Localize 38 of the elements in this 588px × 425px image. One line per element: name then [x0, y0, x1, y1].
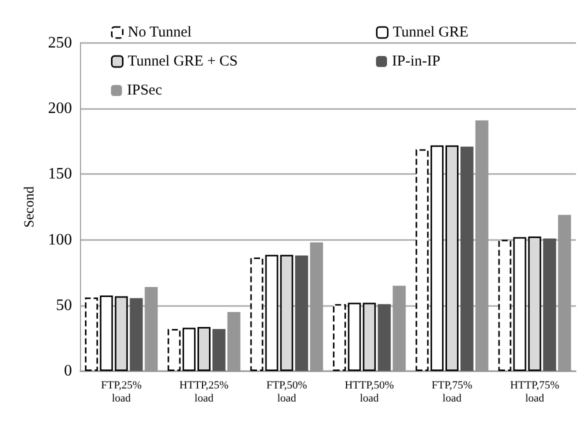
- bar: [543, 238, 556, 371]
- legend-label: Tunnel GRE: [392, 24, 468, 40]
- bar: [168, 329, 181, 371]
- x-tick-label: FTP,50% load: [266, 380, 307, 404]
- bar: [430, 145, 444, 371]
- y-tick-label: 250: [48, 34, 72, 52]
- bar: [130, 298, 143, 371]
- legend-label: No Tunnel: [128, 24, 192, 40]
- bar: [198, 327, 210, 371]
- x-tick-label: FTP,75% load: [432, 380, 472, 404]
- bar: [446, 145, 458, 371]
- bar: [348, 302, 361, 371]
- legend-label: Tunnel GRE + CS: [128, 54, 238, 70]
- bar: [378, 304, 391, 371]
- x-tick-label: FTP,25% load: [101, 380, 142, 404]
- bar: [460, 146, 474, 371]
- legend-label: IP-in-IP: [392, 54, 440, 70]
- bar: [362, 302, 376, 371]
- legend-label: IPSec: [127, 82, 162, 98]
- y-tick-label: 0: [64, 362, 72, 380]
- bar: [182, 328, 196, 371]
- bar: [416, 149, 429, 371]
- y-tick-label: 100: [48, 231, 72, 248]
- x-tick-label: HTTP,75% load: [510, 380, 560, 404]
- bar: [100, 296, 113, 371]
- bar: [280, 254, 294, 371]
- bar: [528, 236, 542, 371]
- bar: [84, 298, 98, 371]
- y-axis-title: Second: [22, 186, 38, 228]
- bar: [212, 329, 226, 371]
- bar: [295, 256, 308, 371]
- y-tick-label: 200: [48, 100, 72, 118]
- y-tick-label: 50: [56, 296, 72, 314]
- x-tick-label: HTTP,25% load: [179, 380, 229, 404]
- y-tick-label: 150: [48, 166, 72, 183]
- bar: [114, 296, 128, 371]
- x-tick-label: HTTP,50% load: [344, 380, 394, 404]
- bar: [332, 304, 346, 371]
